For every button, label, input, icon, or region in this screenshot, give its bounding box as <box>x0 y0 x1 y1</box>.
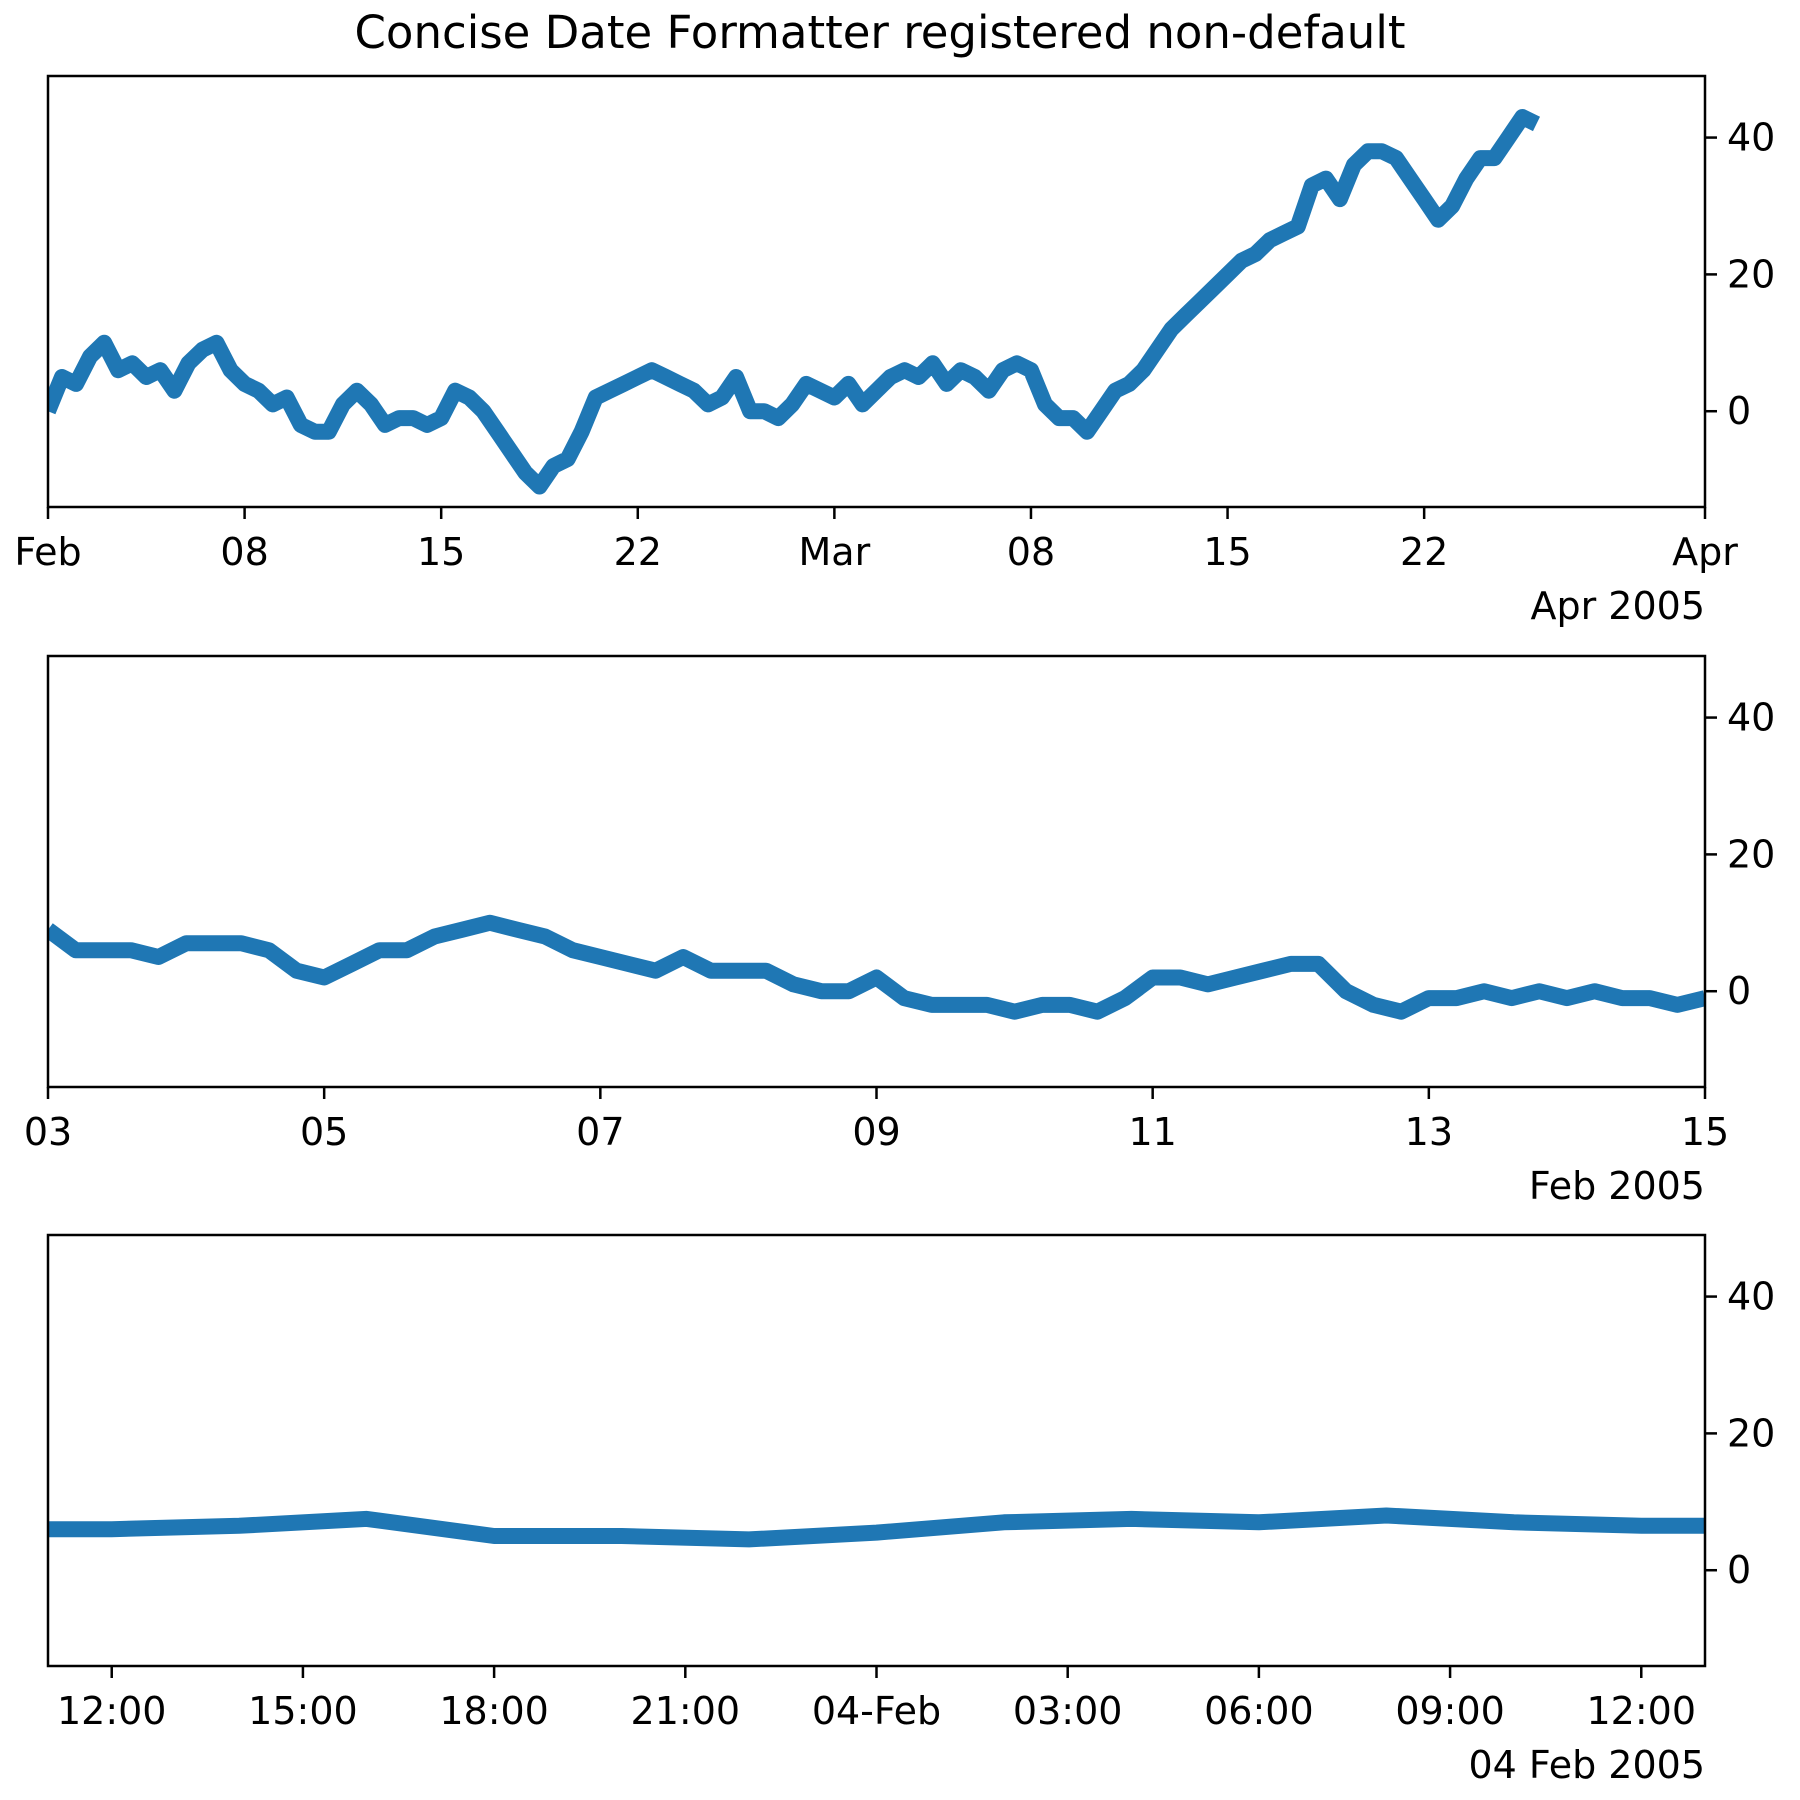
y-tick-label: 40 <box>1727 696 1775 740</box>
series-line <box>48 109 1541 495</box>
x-tick-label: 07 <box>576 1110 624 1154</box>
x-tick-label: 15 <box>1681 1110 1729 1154</box>
x-tick-label: 18:00 <box>439 1689 549 1733</box>
x-tick-label: 08 <box>220 530 268 574</box>
chart-title: Concise Date Formatter registered non-de… <box>355 6 1406 59</box>
y-tick-label: 40 <box>1727 1275 1775 1319</box>
x-tick-label: Apr <box>1672 530 1738 574</box>
x-tick-label: 15 <box>1203 530 1251 574</box>
x-offset-label: Feb 2005 <box>1529 1164 1705 1208</box>
axes-frame <box>46 74 1707 509</box>
series-line <box>48 914 1705 1020</box>
x-tick-label: 11 <box>1128 1110 1176 1154</box>
x-tick-label: 09:00 <box>1395 1689 1505 1733</box>
x-tick-label: 03:00 <box>1013 1689 1123 1733</box>
x-tick-label: 12:00 <box>1587 1689 1697 1733</box>
x-offset-label: Apr 2005 <box>1530 584 1705 628</box>
panel-two-weeks: 0 20 40 03 05 07 09 11 13 15 Feb 2005 <box>24 654 1775 1208</box>
x-tick-label: 06:00 <box>1204 1689 1314 1733</box>
y-tick-label: 20 <box>1727 252 1775 296</box>
y-tick-label: 0 <box>1727 969 1751 1013</box>
y-tick-label: 0 <box>1727 389 1751 433</box>
x-tick-label: 22 <box>614 530 662 574</box>
axes-frame <box>46 1233 1707 1668</box>
x-offset-label: 04 Feb 2005 <box>1469 1743 1706 1787</box>
series-line <box>48 1507 1705 1548</box>
x-tick-label: 21:00 <box>631 1689 741 1733</box>
x-tick-label: 03 <box>24 1110 72 1154</box>
x-tick-label: 12:00 <box>57 1689 167 1733</box>
panel-full-range: 0 20 40 Feb 08 15 22 Mar 08 15 22 Apr Apr 2005 <box>14 74 1775 628</box>
x-tick-label: 09 <box>852 1110 900 1154</box>
y-tick-label: 20 <box>1727 1411 1775 1455</box>
panel-one-day: 0 20 40 12:00 15:00 18:00 21:00 04-Feb 03:00 06:0… <box>46 1233 1775 1787</box>
axes-frame <box>46 654 1707 1089</box>
x-tick-label: 22 <box>1400 530 1448 574</box>
x-tick-label: 15:00 <box>248 1689 358 1733</box>
y-tick-label: 40 <box>1727 116 1775 160</box>
x-tick-label: 08 <box>1007 530 1055 574</box>
x-tick-label: 15 <box>417 530 465 574</box>
x-tick-label: Feb <box>14 530 81 574</box>
x-tick-label: Mar <box>799 530 871 574</box>
y-tick-label: 0 <box>1727 1548 1751 1592</box>
y-tick-label: 20 <box>1727 832 1775 876</box>
x-tick-label: 13 <box>1405 1110 1453 1154</box>
x-tick-label: 04-Feb <box>812 1689 941 1733</box>
x-tick-label: 05 <box>300 1110 348 1154</box>
